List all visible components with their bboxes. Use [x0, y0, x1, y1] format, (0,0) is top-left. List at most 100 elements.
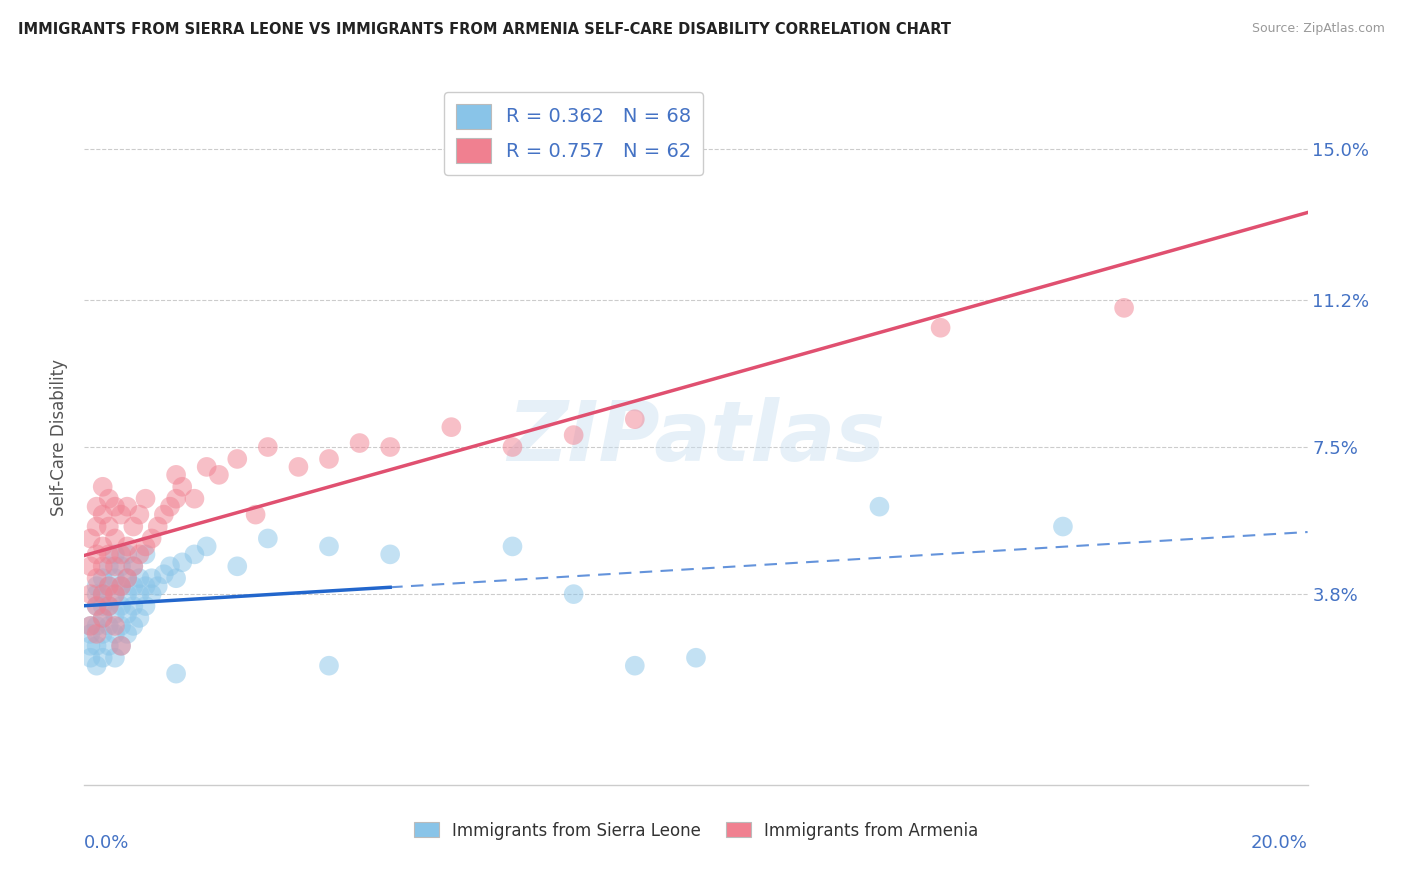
Point [86, 658, 108, 673]
Point [685, 650, 707, 665]
Point [110, 547, 132, 561]
Y-axis label: Self-Care Disability: Self-Care Disability [51, 359, 69, 516]
Point [141, 587, 163, 601]
Point [226, 559, 249, 574]
Point [104, 547, 127, 561]
Point [79, 532, 101, 546]
Point [318, 452, 340, 467]
Point [91, 587, 114, 601]
Point [380, 547, 402, 561]
Point [97, 519, 120, 533]
Point [929, 320, 952, 334]
Point [115, 571, 138, 585]
Point [86, 571, 108, 585]
Point [79, 650, 101, 665]
Point [115, 627, 138, 641]
Point [165, 467, 187, 482]
Point [245, 508, 267, 522]
Point [115, 571, 138, 585]
Point [86, 519, 108, 533]
Point [110, 599, 132, 613]
Point [91, 480, 114, 494]
Point [97, 559, 120, 574]
Point [318, 540, 340, 554]
Text: ZIPatlas: ZIPatlas [508, 397, 884, 477]
Point [104, 571, 127, 585]
Point [86, 639, 108, 653]
Point [86, 599, 108, 613]
Point [110, 508, 132, 522]
Point [115, 587, 138, 601]
Point [1114, 301, 1136, 315]
Text: 0.0%: 0.0% [84, 834, 129, 852]
Point [91, 559, 114, 574]
Point [104, 607, 127, 621]
Point [79, 639, 101, 653]
Point [104, 650, 127, 665]
Point [91, 540, 114, 554]
Point [79, 619, 101, 633]
Point [1052, 519, 1074, 533]
Point [257, 532, 280, 546]
Point [122, 599, 145, 613]
Point [128, 547, 150, 561]
Point [91, 571, 114, 585]
Point [86, 587, 108, 601]
Point [104, 559, 127, 574]
Point [257, 440, 280, 454]
Point [502, 440, 524, 454]
Point [562, 428, 585, 442]
Point [79, 559, 101, 574]
Point [128, 587, 150, 601]
Point [104, 587, 127, 601]
Point [183, 491, 205, 506]
Point [91, 611, 114, 625]
Point [91, 650, 114, 665]
Point [287, 459, 309, 474]
Point [165, 666, 187, 681]
Point [183, 547, 205, 561]
Point [115, 607, 138, 621]
Point [86, 599, 108, 613]
Point [97, 491, 120, 506]
Point [110, 639, 132, 653]
Text: 20.0%: 20.0% [1251, 834, 1308, 852]
Point [208, 467, 231, 482]
Point [146, 519, 169, 533]
Legend: Immigrants from Sierra Leone, Immigrants from Armenia: Immigrants from Sierra Leone, Immigrants… [406, 815, 986, 847]
Point [153, 567, 176, 582]
Point [122, 579, 145, 593]
Point [172, 555, 194, 569]
Point [110, 559, 132, 574]
Point [86, 619, 108, 633]
Point [135, 599, 157, 613]
Point [97, 639, 120, 653]
Point [110, 619, 132, 633]
Point [86, 627, 108, 641]
Point [141, 571, 163, 585]
Point [91, 599, 114, 613]
Text: IMMIGRANTS FROM SIERRA LEONE VS IMMIGRANTS FROM ARMENIA SELF-CARE DISABILITY COR: IMMIGRANTS FROM SIERRA LEONE VS IMMIGRAN… [18, 22, 952, 37]
Point [159, 500, 181, 514]
Point [79, 627, 101, 641]
Point [104, 619, 127, 633]
Point [91, 627, 114, 641]
Point [226, 452, 249, 467]
Point [91, 587, 114, 601]
Point [91, 508, 114, 522]
Point [869, 500, 891, 514]
Point [115, 500, 138, 514]
Point [562, 587, 585, 601]
Point [128, 611, 150, 625]
Point [128, 508, 150, 522]
Point [97, 547, 120, 561]
Point [159, 559, 181, 574]
Point [380, 440, 402, 454]
Point [86, 547, 108, 561]
Point [122, 519, 145, 533]
Point [135, 579, 157, 593]
Point [79, 619, 101, 633]
Point [79, 587, 101, 601]
Point [141, 532, 163, 546]
Point [440, 420, 463, 434]
